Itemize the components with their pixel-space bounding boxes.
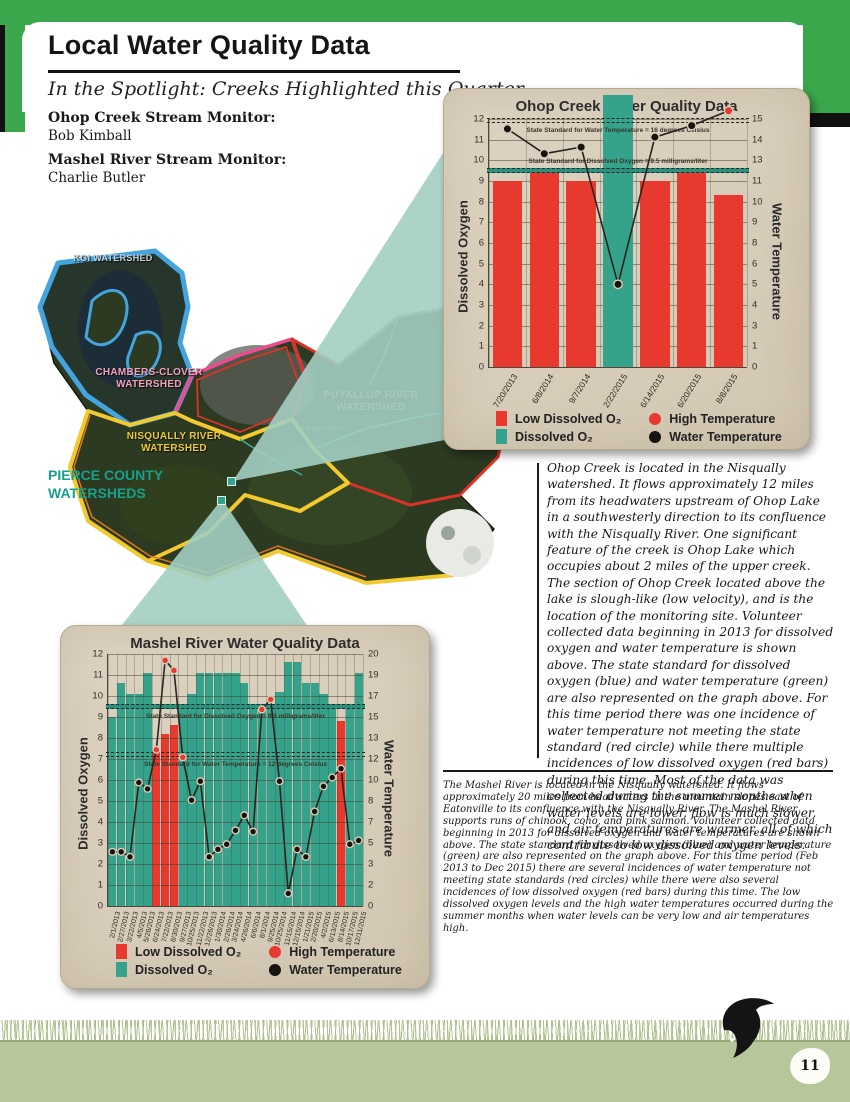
legend-item-water-temp: Water Temperature [269, 962, 402, 977]
monitor-ohop: Ohop Creek Stream Monitor: Bob Kimball [48, 110, 276, 144]
legend-item-do: Dissolved O₂ [116, 962, 241, 977]
mashel-plot-area: 0 0 1 2 2 3 3 5 4 7 5 8 6 10 7 12 8 13 9 15 10 17 11 19 12 20 Stat… [92, 648, 379, 947]
frame-right-strip [803, 0, 850, 113]
do-swatch [116, 962, 127, 977]
legend-low-do-label: Low Dissolved O₂ [515, 411, 622, 426]
legend-high-temp-label: High Temperature [669, 411, 776, 426]
mashel-chart-title: Mashel River Water Quality Data [130, 635, 360, 652]
map-label-puyallup: PUYALLUP RIVER WATERSHED [323, 389, 419, 414]
legend-item-high-temp: High Temperature [269, 944, 402, 959]
ohop-legend: Low Dissolved O₂ High Temperature Dissol… [496, 411, 782, 444]
mashel-paragraph: The Mashel River is located in the Nisqu… [443, 780, 834, 934]
legend-low-do-label: Low Dissolved O₂ [135, 944, 242, 959]
do-swatch [496, 429, 507, 444]
map-label-nisqually: NISQUALLY RIVER WATERSHED [126, 431, 222, 454]
water-temp-dot [649, 430, 662, 443]
mashel-chart-panel: Mashel River Water Quality Data Dissolve… [60, 625, 430, 989]
legend-item-do: Dissolved O₂ [496, 429, 621, 444]
legend-high-temp-label: High Temperature [289, 944, 396, 959]
legend-item-low-do: Low Dissolved O₂ [496, 411, 621, 426]
legend-item-high-temp: High Temperature [649, 411, 782, 426]
page-number: 11 [800, 1058, 820, 1074]
high-temp-dot [269, 945, 282, 958]
high-temp-dot [649, 412, 662, 425]
scan-edge-left [0, 0, 5, 132]
monitor-mashel: Mashel River Stream Monitor: Charlie But… [48, 152, 286, 186]
ohop-plot-area: 0 0 1 1 2 3 3 4 4 5 5 6 6 8 7 9 8 10 9 11 10 13 11 14 12 15 State … [473, 95, 763, 409]
fish-icon [722, 998, 774, 1058]
map-label-chambers: CHAMBERS-CLOVER WATERSHED [95, 367, 203, 390]
legend-water-temp-label: Water Temperature [669, 429, 782, 444]
map-label-kgi: KGI WATERSHED [73, 253, 153, 263]
legend-item-low-do: Low Dissolved O₂ [116, 944, 241, 959]
legend-do-label: Dissolved O₂ [135, 962, 213, 977]
map-caption: PIERCE COUNTY WATERSHEDS [48, 467, 163, 502]
mashel-y-axis-label-right: Water Temperature [381, 739, 397, 858]
mashel-text-rule [443, 770, 833, 772]
page-subtitle: In the Spotlight: Creeks Highlighted thi… [48, 78, 524, 100]
low-do-swatch [496, 411, 507, 426]
low-do-swatch [116, 944, 127, 959]
legend-item-water-temp: Water Temperature [649, 429, 782, 444]
grass-texture [0, 1020, 850, 1042]
grass-band [0, 1040, 850, 1102]
monitoring-site-marker-mashel [217, 496, 226, 505]
page-title: Local Water Quality Data [48, 30, 370, 60]
legend-do-label: Dissolved O₂ [515, 429, 593, 444]
mashel-legend: Low Dissolved O₂ High Temperature Dissol… [116, 944, 402, 977]
legend-water-temp-label: Water Temperature [289, 962, 402, 977]
page-number-badge: 11 [790, 1048, 830, 1084]
scan-edge-right [803, 113, 850, 127]
monitor-mashel-label: Mashel River Stream Monitor: [48, 152, 287, 168]
map-label-carbon-river: Carbon River [299, 426, 345, 433]
ohop-chart-panel: Ohop Creek Water Quality Data Dissolved … [443, 88, 810, 450]
mashel-y-axis-label-left: Dissolved Oxygen [75, 737, 91, 850]
ohop-paragraph: Ohop Creek is located in the Nisqually w… [547, 461, 834, 853]
monitor-ohop-label: Ohop Creek Stream Monitor: [48, 110, 276, 126]
monitor-ohop-name: Bob Kimball [48, 128, 132, 144]
title-underline [48, 70, 460, 73]
frame-left-strip [5, 0, 25, 132]
header-band [0, 0, 850, 25]
ohop-y-axis-label-left: Dissolved Oxygen [455, 200, 471, 313]
water-temp-dot [269, 963, 282, 976]
monitor-mashel-name: Charlie Butler [48, 170, 146, 186]
ohop-text-rule [537, 463, 539, 758]
monitoring-site-marker-ohop [227, 477, 236, 486]
ohop-y-axis-label-right: Water Temperature [769, 202, 785, 321]
